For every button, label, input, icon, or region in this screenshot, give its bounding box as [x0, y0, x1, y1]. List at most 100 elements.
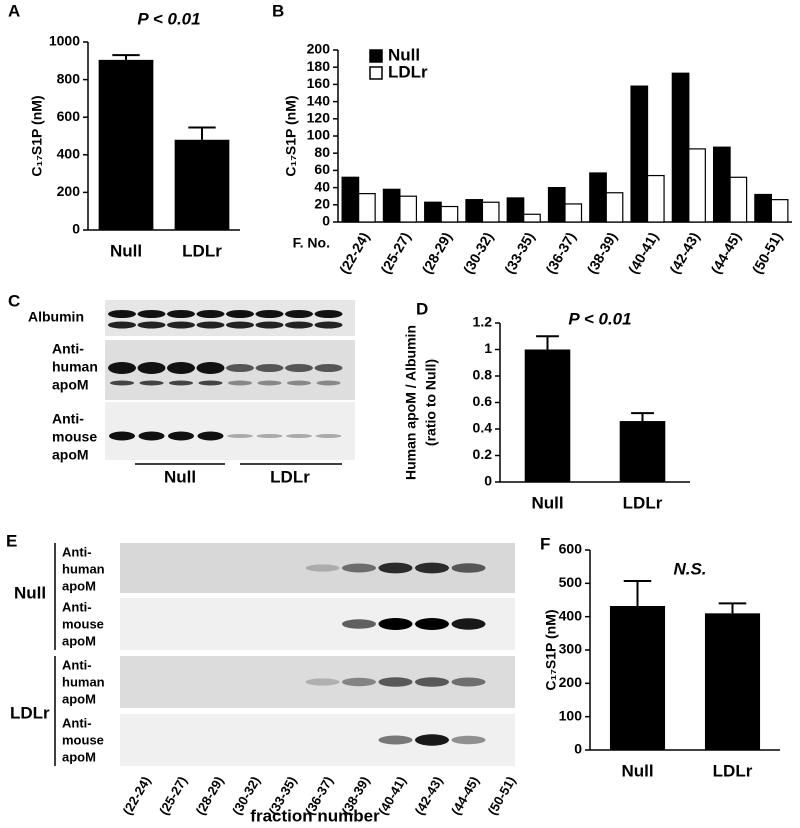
band — [342, 677, 376, 687]
x-tick-label: (33-35) — [501, 229, 537, 276]
y-tick-label: 200 — [307, 41, 331, 57]
panel-label: C — [8, 291, 20, 310]
panel-label: F — [540, 534, 550, 553]
y-tick-label: 1.2 — [473, 314, 493, 330]
legend-label: Null — [388, 45, 420, 64]
band — [287, 380, 311, 386]
band — [168, 431, 194, 441]
legend-swatch — [369, 66, 383, 80]
group-label: LDLr — [270, 467, 310, 486]
bar — [770, 199, 789, 223]
band — [415, 677, 449, 687]
row-label: Anti- — [62, 715, 92, 730]
row-label: Anti- — [62, 599, 92, 614]
row-label: human — [62, 561, 105, 576]
band — [415, 562, 449, 574]
y-axis-label: C₁₇S1P (nM) — [29, 95, 45, 176]
annotation: P < 0.01 — [137, 9, 200, 28]
band — [256, 434, 283, 438]
y-tick-label: 400 — [57, 146, 81, 162]
y-tick-label: 0 — [72, 221, 80, 237]
row-label: Anti- — [52, 411, 84, 427]
fraction-label: (50-51) — [485, 774, 519, 818]
x-tick-label: Null — [621, 761, 653, 780]
x-tick-label: (30-32) — [460, 229, 496, 276]
band — [167, 321, 195, 329]
y-tick-label: 600 — [559, 541, 583, 557]
band — [305, 564, 340, 572]
row-label: apoM — [62, 633, 96, 648]
group-label: Null — [164, 467, 196, 486]
band — [378, 677, 413, 687]
band — [167, 362, 195, 374]
bar — [671, 72, 690, 223]
bar — [424, 201, 442, 223]
y-axis-label: Human apoM / Albumin — [403, 325, 419, 480]
blot-strip — [120, 598, 515, 650]
group-label: LDLr — [10, 703, 50, 722]
y-tick-label: 180 — [307, 58, 331, 74]
band — [415, 618, 449, 630]
band — [169, 380, 193, 386]
y-tick-label: 140 — [307, 92, 331, 108]
bar — [646, 174, 665, 223]
bar — [98, 59, 154, 230]
row-label: Albumin — [28, 309, 84, 325]
y-tick-label: 120 — [307, 110, 331, 126]
band — [167, 310, 195, 318]
y-tick-label: 0.8 — [473, 367, 493, 383]
fraction-label: (42-43) — [412, 774, 446, 818]
x-tick-label: (25-27) — [377, 229, 413, 276]
row-label: human — [62, 674, 105, 689]
row-label: mouse — [52, 429, 97, 445]
x-axis-label: F. No. — [293, 235, 330, 251]
band — [137, 362, 166, 374]
band — [286, 434, 312, 438]
row-label: apoM — [62, 691, 96, 706]
panel-label: B — [272, 1, 284, 20]
band — [316, 380, 341, 386]
x-tick-label: (28-29) — [419, 229, 455, 276]
bar — [609, 606, 666, 750]
band — [285, 321, 313, 329]
bar — [524, 349, 571, 482]
bar — [688, 148, 706, 223]
band — [108, 362, 136, 374]
band — [108, 321, 136, 329]
band — [227, 434, 253, 438]
y-tick-label: 100 — [559, 707, 583, 723]
x-tick-label: LDLr — [713, 761, 753, 780]
y-tick-label: 0 — [574, 741, 582, 757]
y-tick-label: 0.4 — [473, 420, 493, 436]
band — [255, 310, 284, 318]
y-tick-label: 80 — [314, 144, 330, 160]
row-label: Anti- — [62, 657, 92, 672]
bar — [523, 213, 541, 223]
band — [378, 562, 413, 574]
band — [137, 310, 166, 318]
bar — [704, 613, 761, 750]
band — [285, 364, 313, 372]
x-tick-label: LDLr — [182, 241, 222, 260]
y-tick-label: 0 — [322, 213, 330, 229]
blot-strip — [105, 402, 355, 460]
x-axis-label: fraction number — [250, 806, 380, 825]
bar — [605, 192, 624, 223]
band — [198, 380, 223, 386]
y-tick-label: 100 — [307, 127, 331, 143]
row-label: apoM — [52, 377, 89, 393]
y-tick-label: 400 — [559, 607, 583, 623]
row-label: mouse — [62, 732, 104, 747]
y-tick-label: 600 — [57, 108, 81, 124]
y-tick-label: 0.2 — [473, 446, 493, 462]
band — [257, 380, 282, 386]
band — [305, 678, 340, 686]
bar — [358, 193, 376, 223]
fraction-label: (25-27) — [156, 774, 190, 818]
bar — [506, 197, 525, 223]
band — [255, 321, 284, 329]
band — [314, 321, 343, 329]
band — [196, 321, 225, 329]
annotation: N.S. — [673, 559, 706, 578]
y-tick-label: 0.6 — [473, 393, 493, 409]
